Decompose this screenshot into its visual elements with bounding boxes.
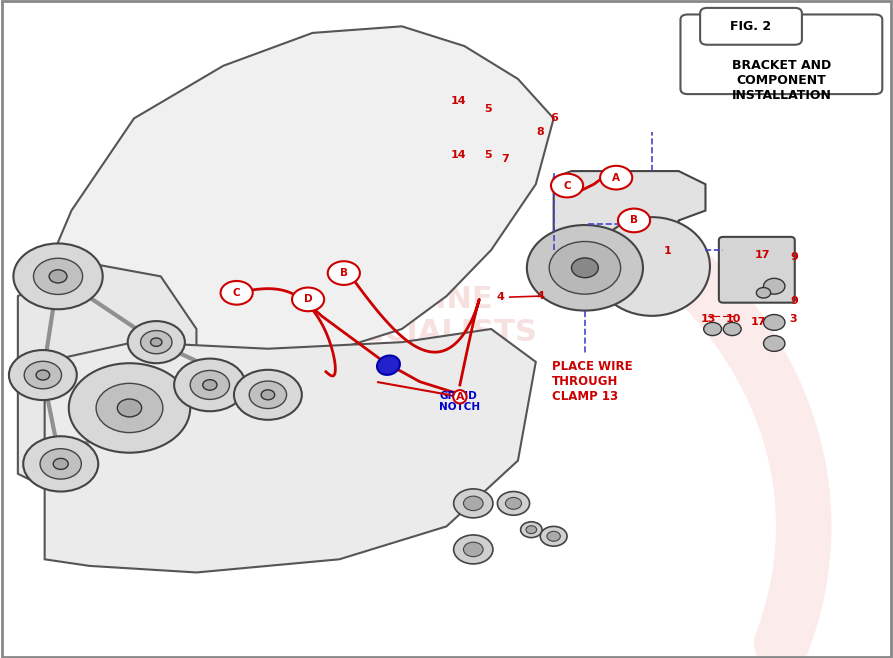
Circle shape <box>764 315 785 330</box>
Ellipse shape <box>594 217 710 316</box>
Circle shape <box>40 449 81 479</box>
Text: FIG. 2: FIG. 2 <box>730 20 772 33</box>
Circle shape <box>572 258 598 278</box>
Circle shape <box>328 261 360 285</box>
Text: 9: 9 <box>790 296 797 307</box>
Text: 5: 5 <box>484 150 491 161</box>
Text: 5: 5 <box>484 104 491 114</box>
Ellipse shape <box>377 355 400 375</box>
Circle shape <box>527 225 643 311</box>
Circle shape <box>203 380 217 390</box>
Text: C: C <box>563 180 571 191</box>
FancyBboxPatch shape <box>700 8 802 45</box>
Text: A: A <box>613 172 620 183</box>
Text: D: D <box>304 294 313 305</box>
Circle shape <box>540 526 567 546</box>
Text: 10: 10 <box>725 314 741 324</box>
Text: 4: 4 <box>497 292 538 303</box>
Text: 9: 9 <box>790 251 797 262</box>
FancyBboxPatch shape <box>719 237 795 303</box>
Circle shape <box>13 243 103 309</box>
Text: 6: 6 <box>551 113 558 124</box>
Circle shape <box>174 359 246 411</box>
Circle shape <box>292 288 324 311</box>
Circle shape <box>261 390 275 400</box>
Circle shape <box>454 535 493 564</box>
Text: 8: 8 <box>537 126 544 137</box>
Circle shape <box>117 399 142 417</box>
Text: 3: 3 <box>789 314 797 324</box>
Circle shape <box>128 321 185 363</box>
Circle shape <box>547 532 561 541</box>
Circle shape <box>454 489 493 518</box>
Polygon shape <box>18 263 196 500</box>
Text: 14: 14 <box>450 150 466 161</box>
Text: 1: 1 <box>663 246 671 257</box>
Circle shape <box>9 350 77 400</box>
Circle shape <box>463 496 483 511</box>
Circle shape <box>764 336 785 351</box>
Circle shape <box>505 497 522 509</box>
Circle shape <box>723 322 741 336</box>
Circle shape <box>249 381 287 409</box>
Circle shape <box>618 209 650 232</box>
Text: 13: 13 <box>700 314 716 324</box>
Text: B: B <box>340 268 347 278</box>
Circle shape <box>24 361 62 389</box>
Text: ENGINE
SPECIALISTS: ENGINE SPECIALISTS <box>320 284 538 347</box>
Text: 7: 7 <box>502 154 509 164</box>
Circle shape <box>23 436 98 492</box>
Polygon shape <box>27 26 554 368</box>
Circle shape <box>551 174 583 197</box>
Text: BRACKET AND
COMPONENT
INSTALLATION: BRACKET AND COMPONENT INSTALLATION <box>731 59 831 102</box>
Circle shape <box>756 288 771 298</box>
Text: C: C <box>233 288 240 298</box>
Circle shape <box>549 241 621 294</box>
Circle shape <box>151 338 162 346</box>
Circle shape <box>49 270 67 283</box>
Text: 4: 4 <box>537 291 544 301</box>
FancyBboxPatch shape <box>680 14 882 94</box>
Circle shape <box>521 522 542 538</box>
Circle shape <box>34 258 83 295</box>
Text: B: B <box>630 215 638 226</box>
Polygon shape <box>554 171 705 250</box>
Circle shape <box>190 370 230 399</box>
Text: PLACE WIRE
THROUGH
CLAMP 13: PLACE WIRE THROUGH CLAMP 13 <box>552 360 632 403</box>
Circle shape <box>764 278 785 294</box>
Circle shape <box>140 330 172 354</box>
Circle shape <box>526 526 537 534</box>
Text: A: A <box>378 382 464 402</box>
Text: GRIND
NOTCH: GRIND NOTCH <box>439 391 480 412</box>
Text: 17: 17 <box>755 249 771 260</box>
Circle shape <box>54 459 68 469</box>
Circle shape <box>463 542 483 557</box>
Circle shape <box>221 281 253 305</box>
Circle shape <box>36 370 50 380</box>
Circle shape <box>704 322 722 336</box>
Text: 14: 14 <box>450 96 466 107</box>
Circle shape <box>96 384 163 432</box>
Circle shape <box>234 370 302 420</box>
Circle shape <box>69 363 190 453</box>
Text: 17: 17 <box>750 317 766 328</box>
Polygon shape <box>45 329 536 572</box>
Circle shape <box>497 492 530 515</box>
Circle shape <box>600 166 632 190</box>
